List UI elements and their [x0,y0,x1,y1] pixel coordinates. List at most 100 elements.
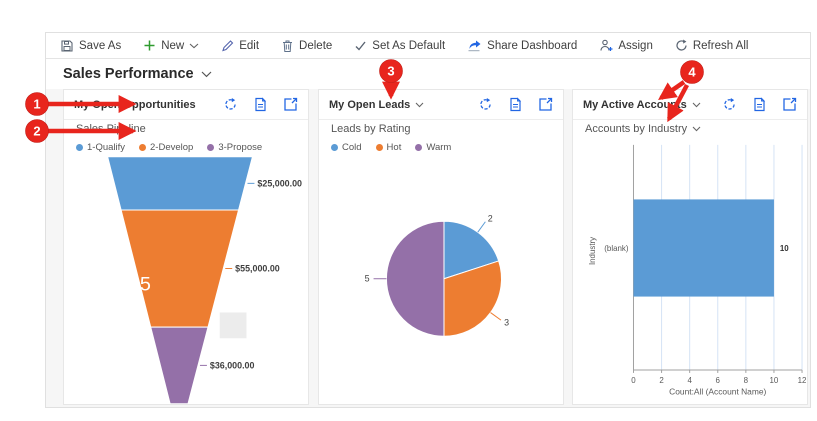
assign-label: Assign [618,39,653,52]
new-button[interactable]: New [143,39,199,52]
set-as-default-label: Set As Default [372,39,446,52]
tile-header: My Active Accounts [573,90,807,120]
funnel-segment-1-Qualify[interactable] [107,156,254,211]
dashboard-selector-chevron-icon[interactable] [201,65,212,83]
callout-1-number: 1 [33,97,40,112]
legend-item-hot: Hot [375,142,402,153]
delete-button[interactable]: Delete [281,39,332,53]
funnel-value-label: $25,000.00 [257,178,302,188]
refresh-icon [675,39,688,52]
bar-category-label: (blank) [604,244,629,253]
tile-my-open-opportunities: My Open Opportunities Sales Pipeline 1-Q… [63,89,309,405]
legend-dot [331,144,338,151]
legend-dot [76,144,83,151]
bar-(blank)[interactable] [633,199,774,297]
chart-selector-label: Sales Pipeline [76,123,146,135]
pencil-icon [221,39,234,52]
refresh-all-button[interactable]: Refresh All [675,39,749,52]
expand-chart-icon[interactable] [538,97,553,112]
legend-item-cold: Cold [331,142,362,153]
plus-icon [143,39,156,52]
pie-slice-Cold[interactable] [443,220,500,280]
expand-chart-icon[interactable] [782,97,797,112]
tile-refresh-icon[interactable] [478,97,493,112]
legend-label: 2-Develop [150,142,194,153]
chart-selector-chevron-icon [692,123,701,135]
tile-title-my-open-opportunities: My Open Opportunities [74,98,196,111]
delete-label: Delete [299,39,333,52]
pie-data-label: 5 [365,274,370,284]
x-axis-title: Count:All (Account Name) [669,387,766,397]
tile-header: My Open Leads [319,90,563,120]
legend-label: Cold [342,142,362,153]
view-records-icon[interactable] [752,97,767,112]
tile-my-active-accounts: My Active Accounts Accounts by Industry … [572,89,808,405]
save-as-icon [60,39,74,53]
chart-selector-leads-by-rating[interactable]: Leads by Rating [331,123,411,135]
view-records-icon[interactable] [508,97,523,112]
save-as-button[interactable]: Save As [60,39,121,53]
pie-legend: Cold Hot Warm [331,142,451,153]
chart-selector-sales-pipeline[interactable]: Sales Pipeline [76,123,146,135]
bar-value-label: 10 [780,244,789,253]
legend-label: 1-Qualify [87,142,126,153]
expand-chart-icon[interactable] [283,97,298,112]
page-title[interactable]: Sales Performance [63,66,194,82]
assign-button[interactable]: Assign [599,39,653,52]
dashboard-container: Save As New Edit Delete Set As Default S… [45,32,811,408]
pie-slice-Warm[interactable] [386,220,445,337]
x-tick-label: 2 [659,376,663,385]
legend-label: Warm [426,142,452,153]
set-as-default-button[interactable]: Set As Default [354,39,445,52]
tile-refresh-icon[interactable] [223,97,238,112]
pie-leader-line [477,221,486,233]
legend-dot [207,144,215,151]
y-axis-title: Industry [588,237,597,265]
chart-selector-label: Leads by Rating [331,123,411,135]
funnel-segment-2-Develop[interactable] [120,209,240,328]
check-icon [354,39,367,52]
funnel-value-label: $55,000.00 [235,263,280,273]
tile-title-chevron-icon[interactable] [415,102,424,108]
funnel-value-label: $36,000.00 [210,360,255,370]
share-dashboard-button[interactable]: Share Dashboard [467,39,577,53]
legend-label: Hot [386,142,402,153]
x-tick-label: 10 [770,376,779,385]
share-icon [467,39,482,53]
legend-label: 3-Propose [218,142,263,153]
chart-selector-label: Accounts by Industry [585,123,688,135]
pie-leader-line [490,312,502,321]
funnel-segment-3-Propose[interactable] [150,326,209,404]
x-tick-label: 8 [744,376,749,385]
edit-button[interactable]: Edit [221,39,259,52]
command-bar: Save As New Edit Delete Set As Default S… [46,33,810,59]
funnel-legend: 1-Qualify 2-Develop 3-Propose [76,142,262,153]
funnel-chart: $25,000.00 $55,000.00 5 $36,000.00 [107,156,302,404]
pie-data-label: 3 [504,317,509,327]
tile-title-my-open-leads: My Open Leads [329,98,411,111]
funnel-count-label: 5 [140,273,151,295]
tile-title-chevron-icon[interactable] [692,102,701,108]
legend-item-warm: Warm [415,142,451,153]
pie-slice-Hot[interactable] [443,260,502,337]
callout-2-number: 2 [33,124,40,139]
x-tick-label: 6 [716,376,721,385]
hover-tooltip-box [219,312,247,339]
refresh-all-label: Refresh All [692,39,749,52]
tile-my-open-leads: My Open Leads Leads by Rating Cold [318,89,564,405]
legend-item-2-develop: 2-Develop [139,142,193,153]
view-records-icon[interactable] [253,97,268,112]
legend-dot [415,144,423,151]
save-as-label: Save As [79,39,122,52]
legend-item-3-propose: 3-Propose [207,142,262,153]
person-add-icon [599,39,613,52]
legend-item-1-qualify: 1-Qualify [76,142,125,153]
tile-title-my-active-accounts: My Active Accounts [583,98,687,111]
pie-chart: 2 3 5 [365,214,509,337]
edit-label: Edit [239,39,260,52]
chart-selector-accounts-by-industry[interactable]: Accounts by Industry [585,123,701,135]
tile-refresh-icon[interactable] [722,97,737,112]
bar-chart: 10 (blank) 0 2 4 6 8 10 12 Count:All (Account Nam… [588,144,806,397]
share-dashboard-label: Share Dashboard [487,39,578,52]
legend-dot [375,144,383,151]
